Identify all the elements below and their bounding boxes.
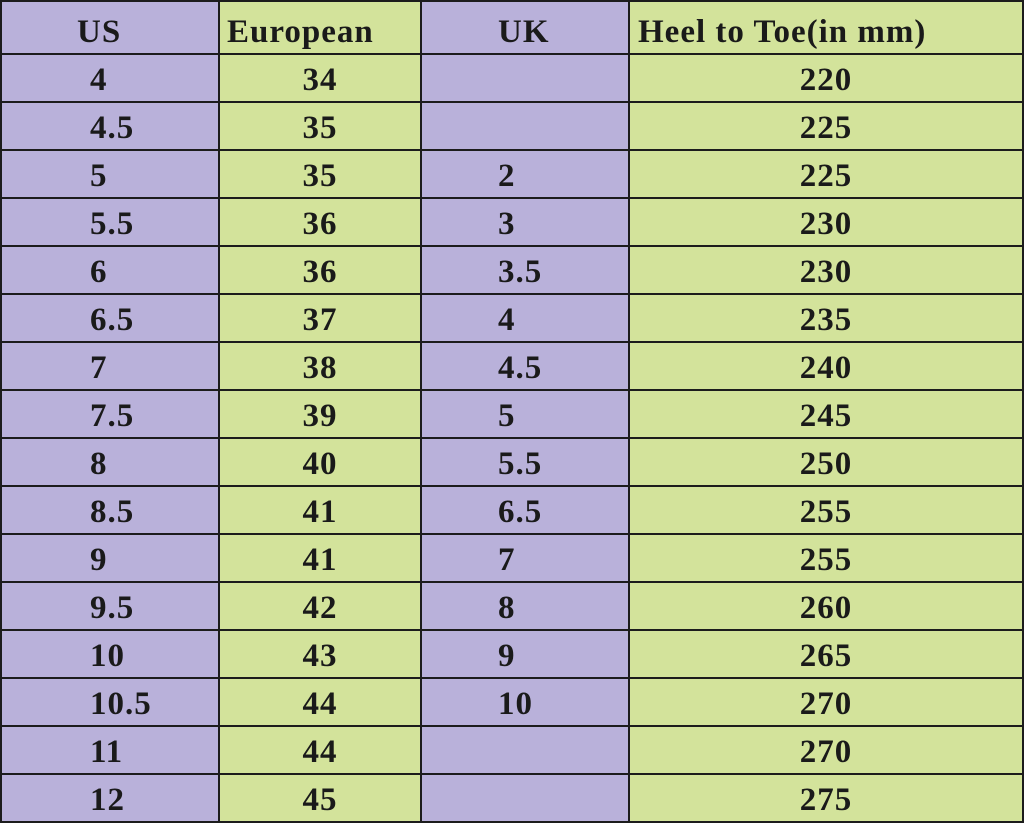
table-cell: 9.5 (2, 583, 218, 629)
table-cell: 6.5 (422, 487, 628, 533)
table-cell: 45 (220, 775, 420, 821)
table-cell (422, 775, 628, 821)
table-cell: 35 (220, 103, 420, 149)
table-cell: 5 (422, 391, 628, 437)
table-cell: 265 (630, 631, 1022, 677)
table-cell: 8.5 (2, 487, 218, 533)
table-cell: 4 (2, 55, 218, 101)
table-cell: 230 (630, 199, 1022, 245)
table-cell: 2 (422, 151, 628, 197)
table-cell: 4.5 (422, 343, 628, 389)
table-cell: 10 (2, 631, 218, 677)
table-cell (422, 727, 628, 773)
table-cell: 4.5 (2, 103, 218, 149)
header-cell: European (220, 2, 420, 53)
table-cell: 255 (630, 535, 1022, 581)
table-cell: 275 (630, 775, 1022, 821)
table-cell: 35 (220, 151, 420, 197)
table-cell: 225 (630, 151, 1022, 197)
header-cell: US (2, 2, 218, 53)
table-cell: 255 (630, 487, 1022, 533)
header-cell: UK (422, 2, 628, 53)
table-cell: 245 (630, 391, 1022, 437)
table-cell (422, 103, 628, 149)
table-cell: 5 (2, 151, 218, 197)
table-cell: 8 (422, 583, 628, 629)
table-cell: 38 (220, 343, 420, 389)
table-cell: 6 (2, 247, 218, 293)
table-cell: 5.5 (422, 439, 628, 485)
table-cell: 225 (630, 103, 1022, 149)
table-cell: 44 (220, 679, 420, 725)
table-cell: 270 (630, 727, 1022, 773)
table-cell: 36 (220, 199, 420, 245)
table-cell: 41 (220, 535, 420, 581)
table-cell (422, 55, 628, 101)
table-cell: 7.5 (2, 391, 218, 437)
table-cell: 41 (220, 487, 420, 533)
table-cell: 270 (630, 679, 1022, 725)
table-cell: 10 (422, 679, 628, 725)
table-cell: 12 (2, 775, 218, 821)
table-cell: 39 (220, 391, 420, 437)
table-cell: 260 (630, 583, 1022, 629)
table-cell: 240 (630, 343, 1022, 389)
table-cell: 44 (220, 727, 420, 773)
table-cell: 10.5 (2, 679, 218, 725)
table-cell: 4 (422, 295, 628, 341)
table-cell: 250 (630, 439, 1022, 485)
table-cell: 7 (2, 343, 218, 389)
table-cell: 5.5 (2, 199, 218, 245)
table-cell: 235 (630, 295, 1022, 341)
table-cell: 40 (220, 439, 420, 485)
table-cell: 230 (630, 247, 1022, 293)
table-cell: 42 (220, 583, 420, 629)
table-cell: 11 (2, 727, 218, 773)
table-cell: 9 (2, 535, 218, 581)
header-cell: Heel to Toe(in mm) (630, 2, 1022, 53)
table-cell: 8 (2, 439, 218, 485)
table-cell: 7 (422, 535, 628, 581)
table-cell: 34 (220, 55, 420, 101)
table-cell: 3.5 (422, 247, 628, 293)
table-cell: 6.5 (2, 295, 218, 341)
table-cell: 9 (422, 631, 628, 677)
table-cell: 43 (220, 631, 420, 677)
table-cell: 220 (630, 55, 1022, 101)
table-cell: 3 (422, 199, 628, 245)
table-cell: 36 (220, 247, 420, 293)
table-cell: 37 (220, 295, 420, 341)
